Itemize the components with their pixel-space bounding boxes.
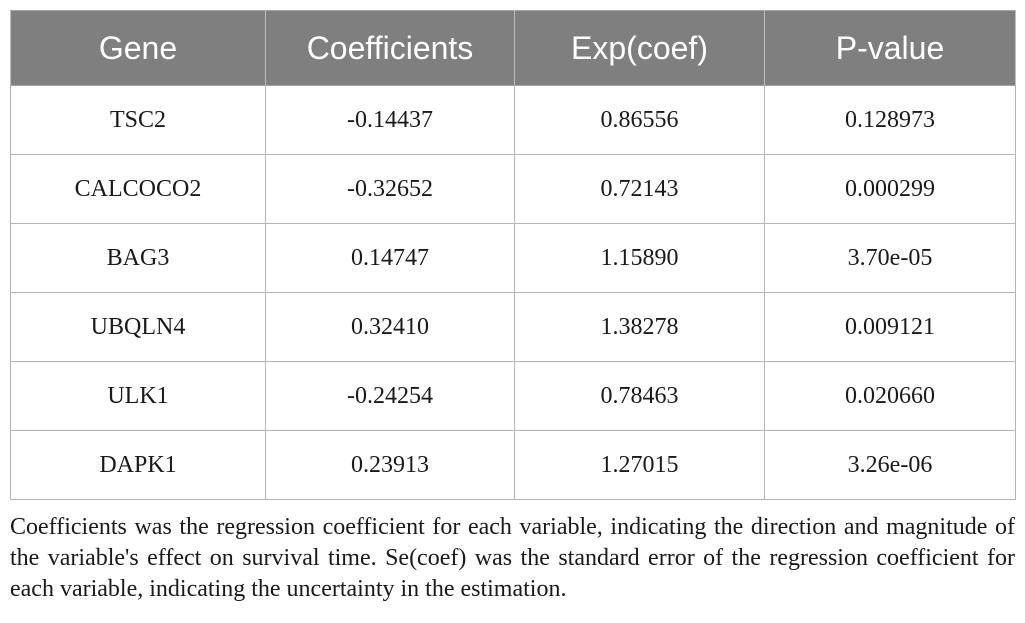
cell-p-value: 0.000299: [764, 154, 1016, 224]
cell-coefficient: -0.14437: [265, 85, 515, 155]
cell-gene: BAG3: [10, 223, 266, 293]
cell-exp-coef: 1.38278: [514, 292, 765, 362]
table-row: CALCOCO2 -0.32652 0.72143 0.000299: [10, 154, 1016, 224]
cell-exp-coef: 1.27015: [514, 430, 765, 500]
cell-p-value: 3.26e-06: [764, 430, 1016, 500]
table-row: TSC2 -0.14437 0.86556 0.128973: [10, 85, 1016, 155]
table-row: BAG3 0.14747 1.15890 3.70e-05: [10, 223, 1016, 293]
cell-p-value: 0.009121: [764, 292, 1016, 362]
table-footnote: Coefficients was the regression coeffici…: [10, 514, 1015, 602]
cell-coefficient: 0.23913: [265, 430, 515, 500]
header-coefficients: Coefficients: [265, 10, 515, 86]
cell-p-value: 0.020660: [764, 361, 1016, 431]
table-row: ULK1 -0.24254 0.78463 0.020660: [10, 361, 1016, 431]
cell-coefficient: -0.32652: [265, 154, 515, 224]
cell-exp-coef: 0.86556: [514, 85, 765, 155]
cell-gene: TSC2: [10, 85, 266, 155]
cell-exp-coef: 1.15890: [514, 223, 765, 293]
cell-gene: DAPK1: [10, 430, 266, 500]
cell-gene: CALCOCO2: [10, 154, 266, 224]
cell-coefficient: 0.14747: [265, 223, 515, 293]
cell-coefficient: -0.24254: [265, 361, 515, 431]
results-table-container: Gene Coefficients Exp(coef) P-value TSC2…: [10, 10, 1016, 500]
cell-exp-coef: 0.78463: [514, 361, 765, 431]
header-row: Gene Coefficients Exp(coef) P-value: [10, 10, 1016, 86]
header-exp-coef: Exp(coef): [514, 10, 765, 86]
results-table: Gene Coefficients Exp(coef) P-value TSC2…: [10, 10, 1016, 500]
header-p-value: P-value: [764, 10, 1016, 86]
cell-gene: ULK1: [10, 361, 266, 431]
cell-coefficient: 0.32410: [265, 292, 515, 362]
table-row: DAPK1 0.23913 1.27015 3.26e-06: [10, 430, 1016, 500]
cell-p-value: 3.70e-05: [764, 223, 1016, 293]
cell-gene: UBQLN4: [10, 292, 266, 362]
header-gene: Gene: [10, 10, 266, 86]
table-row: UBQLN4 0.32410 1.38278 0.009121: [10, 292, 1016, 362]
cell-exp-coef: 0.72143: [514, 154, 765, 224]
cell-p-value: 0.128973: [764, 85, 1016, 155]
